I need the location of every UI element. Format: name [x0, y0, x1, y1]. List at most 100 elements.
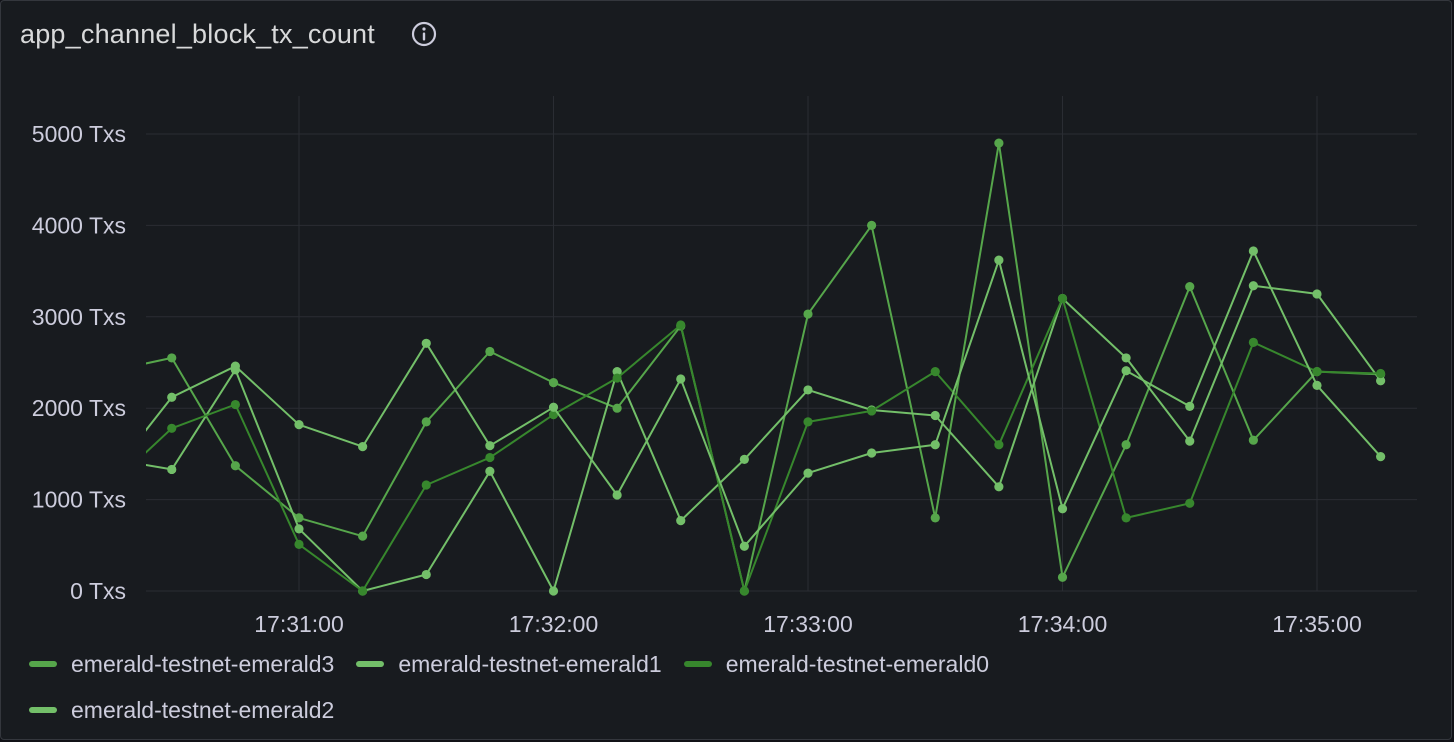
- data-point-emerald-testnet-emerald2: [994, 255, 1004, 265]
- data-point-emerald-testnet-emerald3: [294, 513, 304, 523]
- data-point-emerald-testnet-emerald0: [485, 452, 495, 463]
- data-point-emerald-testnet-emerald2: [485, 441, 495, 451]
- data-point-emerald-testnet-emerald1: [294, 524, 304, 534]
- data-point-emerald-testnet-emerald0: [1185, 498, 1195, 508]
- data-point-emerald-testnet-emerald2: [1185, 401, 1195, 411]
- data-point-emerald-testnet-emerald1: [421, 569, 431, 580]
- y-tick-label: 3000 Txs: [32, 304, 126, 330]
- data-point-emerald-testnet-emerald2: [1248, 246, 1258, 256]
- data-point-emerald-testnet-emerald2: [867, 448, 877, 458]
- panel-header: app_channel_block_tx_count: [20, 15, 439, 53]
- y-tick-label: 2000 Txs: [32, 395, 126, 421]
- legend-label: emerald-testnet-emerald1: [398, 650, 662, 677]
- data-point-emerald-testnet-emerald0: [358, 586, 368, 596]
- legend-item[interactable]: emerald-testnet-emerald0: [683, 650, 990, 678]
- data-point-emerald-testnet-emerald1: [739, 454, 749, 464]
- legend-swatch: [29, 707, 57, 713]
- data-point-emerald-testnet-emerald2: [1376, 452, 1386, 462]
- data-point-emerald-testnet-emerald1: [676, 516, 686, 526]
- legend-item[interactable]: emerald-testnet-emerald1: [356, 650, 662, 678]
- data-point-emerald-testnet-emerald2: [230, 361, 240, 371]
- y-tick-label: 4000 Txs: [32, 212, 126, 238]
- data-point-emerald-testnet-emerald1: [1121, 353, 1131, 363]
- data-point-emerald-testnet-emerald2: [294, 420, 304, 430]
- data-point-emerald-testnet-emerald2: [930, 440, 940, 450]
- data-point-emerald-testnet-emerald0: [803, 417, 813, 427]
- data-point-emerald-testnet-emerald1: [1185, 436, 1195, 446]
- legend-row: emerald-testnet-emerald3 emerald-testnet-…: [29, 641, 1429, 687]
- x-tick-label: 17:35:00: [1272, 611, 1362, 637]
- x-tick-label: 17:31:00: [254, 611, 344, 637]
- panel-title: app_channel_block_tx_count: [20, 18, 375, 49]
- data-point-emerald-testnet-emerald2: [612, 490, 622, 500]
- x-tick-label: 17:33:00: [763, 611, 853, 637]
- legend-swatch: [356, 661, 385, 667]
- data-point-emerald-testnet-emerald0: [1248, 337, 1258, 347]
- data-point-emerald-testnet-emerald2: [803, 468, 813, 478]
- legend-item[interactable]: emerald-testnet-emerald3: [29, 651, 334, 678]
- data-point-emerald-testnet-emerald0: [1121, 513, 1131, 523]
- data-point-emerald-testnet-emerald0: [1057, 293, 1068, 304]
- data-point-emerald-testnet-emerald3: [1185, 282, 1195, 292]
- data-point-emerald-testnet-emerald3: [930, 513, 940, 523]
- data-point-emerald-testnet-emerald0: [421, 480, 431, 490]
- data-point-emerald-testnet-emerald3: [548, 378, 559, 388]
- data-point-emerald-testnet-emerald2: [1057, 504, 1068, 514]
- data-point-emerald-testnet-emerald0: [1376, 368, 1386, 379]
- data-point-emerald-testnet-emerald0: [294, 539, 304, 549]
- data-point-emerald-testnet-emerald2: [1312, 380, 1322, 390]
- data-point-emerald-testnet-emerald3: [612, 403, 622, 413]
- data-point-emerald-testnet-emerald3: [1248, 435, 1258, 445]
- data-point-emerald-testnet-emerald3: [994, 138, 1004, 148]
- data-point-emerald-testnet-emerald2: [739, 541, 749, 551]
- data-point-emerald-testnet-emerald3: [358, 531, 368, 541]
- data-point-emerald-testnet-emerald2: [421, 338, 431, 348]
- data-point-emerald-testnet-emerald3: [485, 346, 495, 357]
- info-circle-icon[interactable]: [409, 19, 439, 49]
- data-point-emerald-testnet-emerald0: [739, 586, 749, 596]
- data-point-emerald-testnet-emerald1: [1312, 289, 1322, 299]
- chart-legend: emerald-testnet-emerald3 emerald-testnet-…: [29, 641, 1429, 733]
- y-tick-label: 5000 Txs: [32, 121, 126, 147]
- data-point-emerald-testnet-emerald1: [548, 586, 559, 596]
- data-point-emerald-testnet-emerald3: [167, 353, 177, 363]
- data-point-emerald-testnet-emerald3: [1121, 440, 1131, 450]
- data-point-emerald-testnet-emerald3: [867, 220, 877, 230]
- legend-row: emerald-testnet-emerald2: [29, 687, 1429, 733]
- data-point-emerald-testnet-emerald3: [1057, 572, 1068, 582]
- y-tick-label: 0 Txs: [70, 578, 126, 604]
- legend-label: emerald-testnet-emerald0: [725, 650, 990, 677]
- data-point-emerald-testnet-emerald1: [1376, 376, 1386, 386]
- data-point-emerald-testnet-emerald1: [485, 466, 495, 476]
- data-point-emerald-testnet-emerald3: [421, 417, 431, 427]
- data-point-emerald-testnet-emerald2: [358, 441, 368, 452]
- data-point-emerald-testnet-emerald0: [230, 399, 240, 410]
- data-point-emerald-testnet-emerald0: [676, 320, 686, 330]
- data-point-emerald-testnet-emerald2: [1121, 366, 1131, 376]
- data-point-emerald-testnet-emerald1: [612, 367, 622, 377]
- x-tick-label: 17:32:00: [509, 611, 599, 637]
- data-point-emerald-testnet-emerald2: [167, 392, 177, 402]
- data-point-emerald-testnet-emerald0: [994, 440, 1004, 450]
- data-point-emerald-testnet-emerald1: [1248, 281, 1258, 291]
- data-point-emerald-testnet-emerald1: [803, 385, 813, 395]
- data-point-emerald-testnet-emerald1: [167, 464, 177, 475]
- data-point-emerald-testnet-emerald0: [930, 367, 940, 377]
- data-point-emerald-testnet-emerald0: [167, 423, 177, 433]
- data-point-emerald-testnet-emerald2: [676, 374, 686, 384]
- data-point-emerald-testnet-emerald0: [867, 406, 877, 416]
- x-tick-label: 17:34:00: [1018, 611, 1108, 637]
- legend-label: emerald-testnet-emerald3: [71, 650, 335, 677]
- legend-label: emerald-testnet-emerald2: [71, 696, 335, 723]
- legend-item[interactable]: emerald-testnet-emerald2: [29, 697, 334, 724]
- data-point-emerald-testnet-emerald1: [930, 410, 940, 421]
- data-point-emerald-testnet-emerald0: [1312, 367, 1322, 377]
- data-point-emerald-testnet-emerald3: [230, 461, 240, 471]
- data-point-emerald-testnet-emerald0: [612, 373, 622, 383]
- data-point-emerald-testnet-emerald2: [548, 402, 559, 412]
- legend-swatch: [683, 661, 712, 667]
- data-point-emerald-testnet-emerald0: [548, 409, 559, 420]
- legend-swatch: [29, 661, 57, 667]
